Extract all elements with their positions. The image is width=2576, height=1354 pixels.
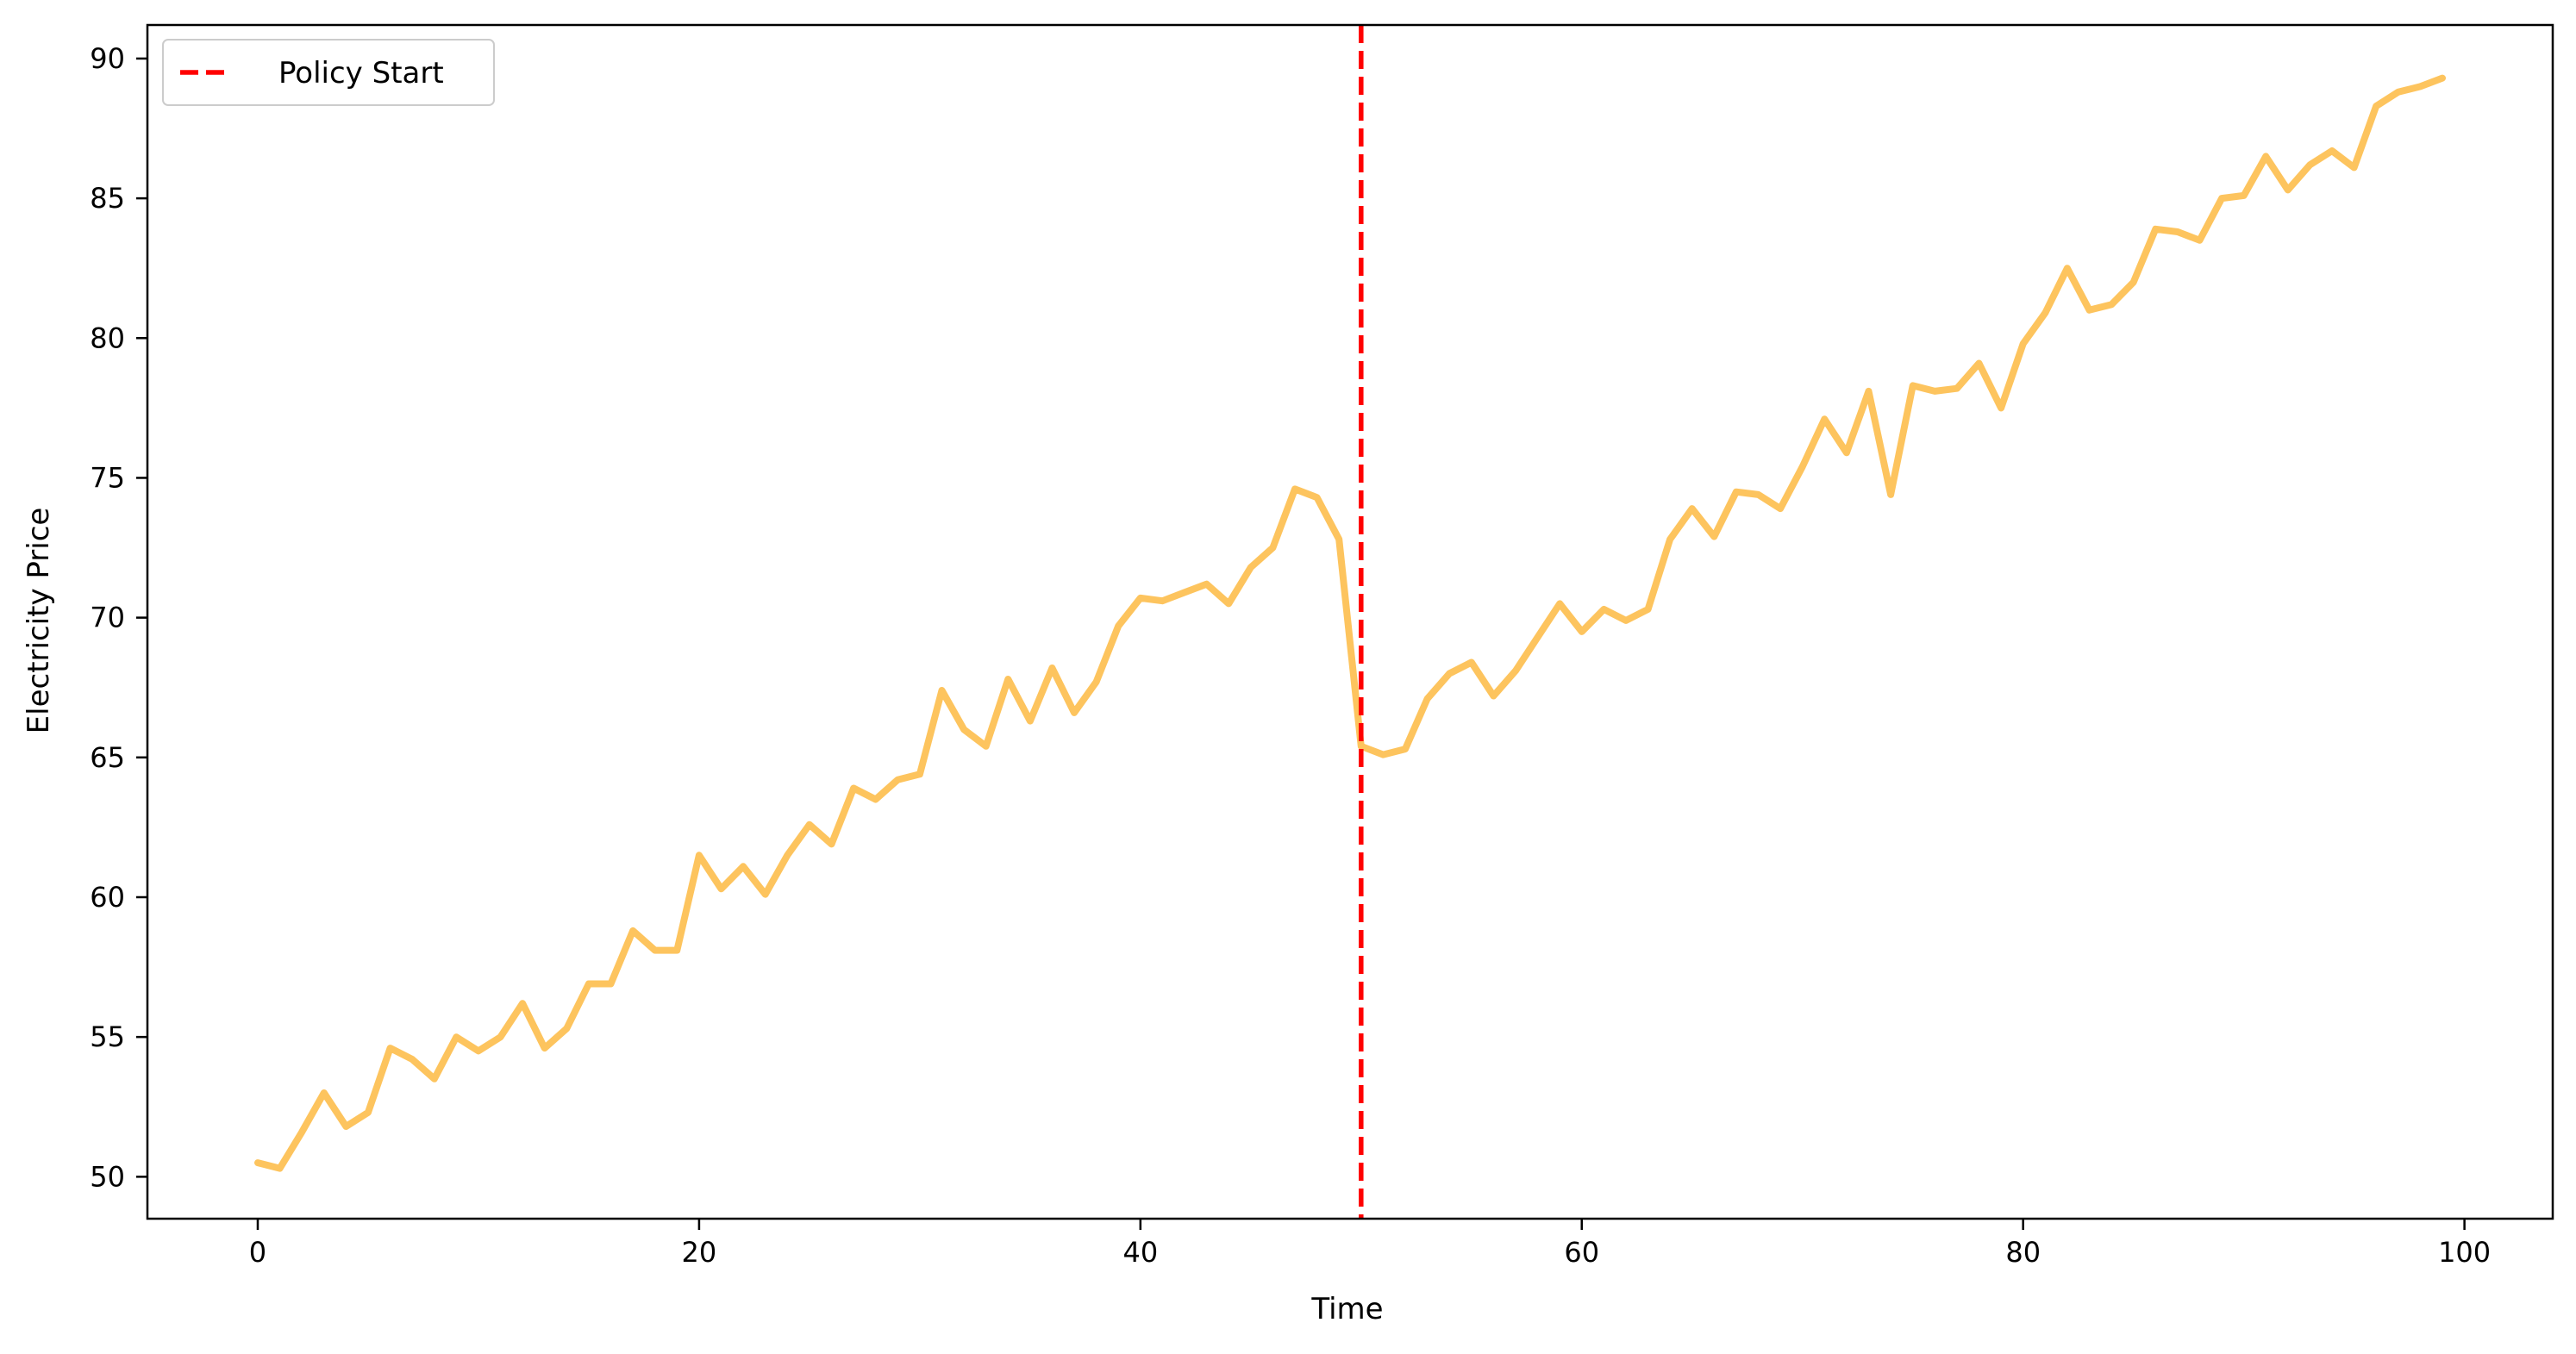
y-tick-label-3: 65 xyxy=(90,741,125,774)
y-tick-label-5: 75 xyxy=(90,461,125,494)
x-tick-label-2: 40 xyxy=(1122,1236,1158,1269)
y-tick-label-7: 85 xyxy=(90,182,125,215)
plot-area xyxy=(254,25,2446,1219)
axes: 0 20 40 60 80 100 50 55 60 65 70 75 80 85 90 xyxy=(90,23,2554,1269)
x-tick-label-3: 60 xyxy=(1564,1236,1599,1269)
y-tick-label-6: 80 xyxy=(90,321,125,354)
series-line-0 xyxy=(254,74,2446,1172)
axes-frame xyxy=(146,23,2554,1220)
y-tick-label-4: 70 xyxy=(90,602,125,634)
x-tick-label-0: 0 xyxy=(249,1236,266,1269)
y-tick-label-8: 90 xyxy=(90,42,125,75)
x-tick-label-4: 80 xyxy=(2005,1236,2041,1269)
y-tick-label-1: 55 xyxy=(90,1020,125,1053)
legend-label-policy-start: Policy Start xyxy=(278,56,444,90)
legend: Policy Start xyxy=(162,39,495,106)
legend-box xyxy=(162,39,495,106)
y-axis-label: Electricity Price xyxy=(22,508,56,734)
x-axis-label: Time xyxy=(1310,1292,1383,1326)
x-tick-label-5: 100 xyxy=(2438,1236,2491,1269)
y-tick-label-0: 50 xyxy=(90,1160,125,1193)
x-tick-label-1: 20 xyxy=(682,1236,717,1269)
y-tick-label-2: 60 xyxy=(90,881,125,914)
